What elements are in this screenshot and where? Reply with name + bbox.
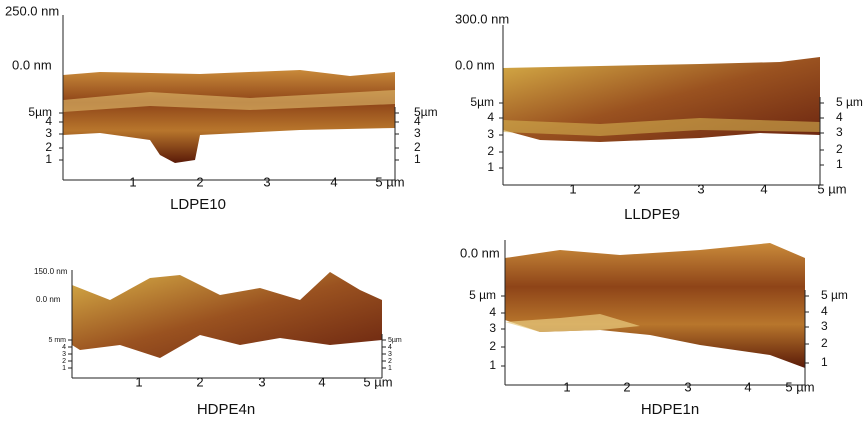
y-tick-label: 1 bbox=[821, 355, 828, 369]
y-tick-label: 2 bbox=[388, 358, 392, 365]
y-tick-label: 5µm bbox=[414, 105, 438, 119]
surface bbox=[505, 243, 805, 368]
x-tick-label: 2 bbox=[633, 181, 640, 196]
x-tick-label: 4 bbox=[330, 174, 337, 189]
x-tick-label: 3 bbox=[684, 379, 691, 394]
y-tick-label: 1 bbox=[836, 157, 843, 171]
x-tick-label: 1 bbox=[569, 181, 576, 196]
y-tick-label: 1 bbox=[487, 160, 494, 174]
y-tick-label: 5 µm bbox=[469, 288, 496, 302]
y-tick-label: 2 bbox=[45, 140, 52, 154]
y-tick-label: 3 bbox=[414, 126, 421, 140]
y-tick-label: 2 bbox=[821, 336, 828, 350]
x-tick-label: 5 µm bbox=[375, 174, 404, 189]
y-tick-label: 3 bbox=[821, 319, 828, 333]
y-tick-label: 2 bbox=[487, 144, 494, 158]
y-tick-label: 5 mm bbox=[49, 337, 67, 344]
x-tick-label: 2 bbox=[196, 374, 203, 389]
x-tick-label: 4 bbox=[760, 181, 767, 196]
x-tick-label: 3 bbox=[697, 181, 704, 196]
x-tick-label: 3 bbox=[258, 374, 265, 389]
y-tick-label: 5µm bbox=[388, 337, 402, 344]
y-tick-label: 4 bbox=[821, 304, 828, 318]
y-tick-label: 3 bbox=[388, 351, 392, 358]
y-tick-label: 5µm bbox=[28, 105, 52, 119]
y-tick-label: 1 bbox=[388, 365, 392, 372]
x-tick-label: 5 µm bbox=[817, 181, 846, 196]
y-tick-label: 5 µm bbox=[836, 95, 863, 109]
y-tick-label: 4 bbox=[836, 110, 843, 124]
y-tick-label: 4 bbox=[414, 114, 421, 128]
x-tick-label: 4 bbox=[318, 374, 325, 389]
z-zero-label: 0.0 nm bbox=[36, 295, 61, 304]
z-max-label: 250.0 nm bbox=[5, 3, 59, 18]
y-tick-label: 3 bbox=[836, 125, 843, 139]
x-tick-label: 2 bbox=[623, 379, 630, 394]
panel-caption: HDPE1n bbox=[641, 401, 699, 418]
y-tick-label: 4 bbox=[388, 344, 392, 351]
x-tick-label: 1 bbox=[563, 379, 570, 394]
surface-highlight bbox=[63, 90, 395, 112]
surfaces bbox=[63, 57, 820, 368]
panel-caption: HDPE4n bbox=[197, 401, 255, 418]
y-tick-label: 1 bbox=[489, 358, 496, 372]
y-tick-label: 1 bbox=[45, 152, 52, 166]
y-tick-label: 3 bbox=[489, 321, 496, 335]
y-tick-label: 1 bbox=[62, 365, 66, 372]
panel-caption: LLDPE9 bbox=[624, 206, 680, 223]
surface bbox=[63, 70, 395, 163]
y-tick-label: 4 bbox=[489, 305, 496, 319]
surface bbox=[72, 272, 382, 358]
x-tick-label: 2 bbox=[196, 174, 203, 189]
panel-caption: LDPE10 bbox=[170, 196, 226, 213]
z-zero-label: 0.0 nm bbox=[455, 57, 495, 72]
x-tick-label: 4 bbox=[744, 379, 751, 394]
y-tick-label: 2 bbox=[62, 358, 66, 365]
y-tick-label: 2 bbox=[489, 339, 496, 353]
x-tick-label: 5 µm bbox=[363, 374, 392, 389]
surface-highlight bbox=[503, 118, 820, 136]
x-tick-label: 1 bbox=[135, 374, 142, 389]
x-tick-label: 5 µm bbox=[785, 379, 814, 394]
y-tick-label: 5 µm bbox=[821, 288, 848, 302]
y-tick-label: 3 bbox=[62, 351, 66, 358]
y-tick-label: 2 bbox=[836, 142, 843, 156]
surface-highlight bbox=[505, 314, 640, 332]
y-tick-label: 4 bbox=[487, 110, 494, 124]
y-tick-label: 4 bbox=[62, 344, 66, 351]
y-tick-label: 3 bbox=[45, 126, 52, 140]
z-zero-label: 0.0 nm bbox=[460, 245, 500, 260]
z-max-label: 300.0 nm bbox=[455, 11, 509, 26]
y-tick-label: 5µm bbox=[470, 95, 494, 109]
z-zero-label: 0.0 nm bbox=[12, 57, 52, 72]
y-tick-label: 1 bbox=[414, 152, 421, 166]
z-max-label: 150.0 nm bbox=[34, 267, 68, 276]
y-tick-label: 2 bbox=[414, 140, 421, 154]
y-tick-label: 4 bbox=[45, 114, 52, 128]
y-tick-label: 3 bbox=[487, 127, 494, 141]
x-tick-label: 1 bbox=[129, 174, 136, 189]
x-tick-label: 3 bbox=[263, 174, 270, 189]
